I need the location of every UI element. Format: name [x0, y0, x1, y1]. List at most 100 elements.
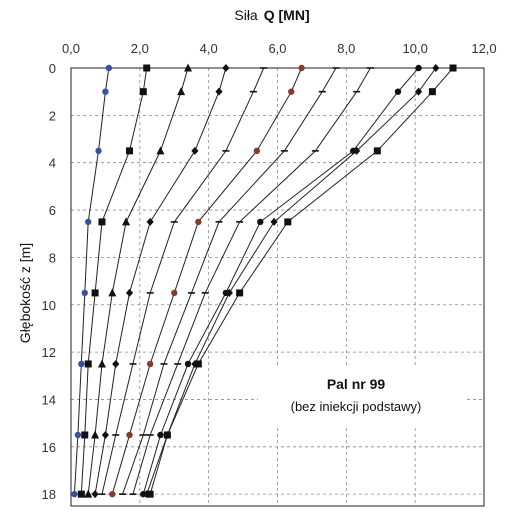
series-layer: [73, 67, 454, 495]
data-point-s4-3: [191, 146, 199, 155]
data-point-s1-8: [71, 490, 78, 498]
series-line-1: [73, 67, 110, 495]
y-tick-label: 16: [42, 440, 56, 455]
data-point-s3-8: [84, 489, 93, 498]
data-point-s6-1: [298, 64, 305, 72]
data-point-s2-4: [98, 218, 106, 226]
data-point-s2-3: [126, 147, 134, 155]
data-point-s4-1: [222, 64, 230, 72]
data-point-s3-3: [156, 146, 165, 155]
data-point-s4-8: [91, 490, 99, 499]
data-point-s11-6: [194, 360, 202, 368]
plot-frame: [70, 67, 485, 507]
data-point-s11-7: [163, 431, 171, 439]
data-point-s6-4: [195, 218, 202, 226]
data-point-s11-5: [236, 289, 244, 297]
data-point-s11-1: [449, 64, 457, 72]
y-tick-label: 10: [42, 298, 56, 313]
data-point-s2-8: [77, 490, 85, 498]
data-point-s10-2: [415, 87, 423, 96]
data-point-s10-4: [270, 217, 278, 226]
data-point-s2-5: [91, 289, 99, 297]
series-line-10: [146, 67, 437, 495]
series-line-11: [149, 67, 454, 495]
y-tick-labels: 0 2 4 6 8 10 12 14 16 18: [42, 61, 56, 502]
data-point-s1-3: [95, 147, 102, 155]
x-tick-label: 2,0: [131, 41, 149, 56]
annotation-title: Pal nr 99: [327, 376, 386, 392]
x-tick-labels: 0,0 2,0 4,0 6,0 8,0 10,0 12,0: [62, 41, 497, 56]
data-point-s2-7: [81, 431, 89, 439]
data-point-s9-2: [394, 88, 402, 95]
data-point-s6-2: [288, 88, 295, 95]
y-tick-label: 8: [49, 250, 56, 265]
y-tick-label: 6: [49, 203, 56, 218]
grid: [70, 67, 485, 506]
x-tick-label: 12,0: [471, 41, 496, 56]
data-point-s4-6: [112, 359, 120, 368]
data-point-s6-6: [146, 360, 154, 368]
data-point-s6-7: [126, 431, 133, 439]
y-tick-label: 14: [42, 392, 56, 407]
series-line-4: [94, 67, 227, 495]
x-tick-label: 4,0: [200, 41, 218, 56]
annotation-subtitle: (bez iniekcji podstawy): [291, 399, 422, 414]
data-point-s6-8: [109, 490, 116, 498]
data-point-s1-7: [74, 431, 82, 439]
y-axis-title: Głębokość z [m]: [17, 243, 33, 343]
series-line-5: [101, 67, 265, 495]
data-point-s6-5: [171, 289, 178, 297]
data-point-s9-7: [157, 431, 164, 439]
x-tick-label: 0,0: [62, 41, 80, 56]
x-tick-label: 10,0: [403, 41, 428, 56]
data-point-s1-2: [102, 88, 109, 95]
series-line-6: [111, 67, 303, 495]
data-point-s11-4: [284, 218, 292, 226]
data-point-s9-4: [257, 218, 264, 226]
data-point-s3-2: [177, 87, 186, 96]
y-tick-label: 4: [49, 156, 56, 171]
data-point-s11-8: [146, 490, 154, 498]
data-point-s10-1: [432, 64, 440, 72]
x-tick-label: 8,0: [337, 41, 355, 56]
data-point-s1-1: [105, 64, 113, 72]
data-point-s1-4: [85, 218, 92, 226]
series-line-8: [132, 67, 371, 495]
y-tick-label: 0: [49, 61, 56, 76]
series-line-9: [142, 67, 419, 495]
data-point-s2-2: [139, 88, 147, 96]
data-point-s11-2: [428, 88, 436, 96]
data-point-s2-1: [143, 64, 151, 72]
data-point-s4-2: [215, 87, 223, 96]
x-axis-title: Siła Q [MN]: [234, 7, 309, 23]
annotation-box: [258, 366, 466, 426]
data-point-s10-5: [225, 288, 233, 297]
data-point-s10-3: [353, 146, 361, 155]
data-point-s4-5: [125, 288, 134, 297]
x-axis-title-prefix: Siła: [234, 7, 258, 23]
data-point-s3-1: [184, 63, 193, 72]
data-point-s9-6: [184, 360, 192, 368]
data-point-s3-4: [122, 217, 131, 226]
data-point-s4-7: [101, 430, 110, 439]
y-tick-label: 18: [42, 487, 56, 502]
data-point-s3-6: [97, 359, 106, 368]
data-point-s4-4: [146, 217, 154, 226]
data-point-s3-7: [91, 430, 100, 439]
data-point-s11-3: [373, 147, 381, 155]
data-point-s2-6: [84, 360, 92, 368]
x-axis-title-symbol: Q [MN]: [264, 7, 310, 23]
y-tick-label: 12: [42, 345, 56, 360]
data-point-s1-6: [78, 360, 85, 368]
y-tick-label: 2: [49, 108, 56, 123]
x-tick-label: 6,0: [268, 41, 286, 56]
data-point-s6-3: [253, 147, 261, 155]
data-point-s3-5: [108, 288, 117, 297]
series-line-3: [87, 67, 189, 495]
data-point-s9-1: [415, 64, 422, 72]
data-point-s1-5: [81, 289, 88, 297]
marker-layer: [71, 63, 457, 499]
series-line-7: [122, 67, 337, 495]
series-line-2: [80, 67, 148, 495]
